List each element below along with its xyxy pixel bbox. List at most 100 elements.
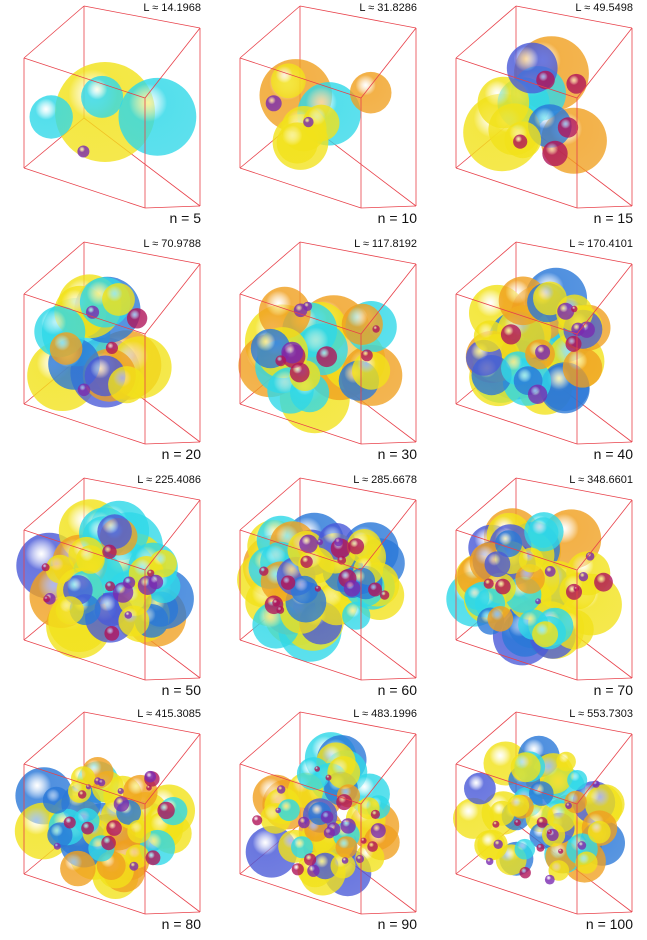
box-edge [360,263,417,335]
sphere [147,569,155,577]
box-edge [576,441,633,445]
sphere [148,574,164,590]
sphere [500,324,522,345]
box-edge [144,733,201,805]
sphere [510,752,541,783]
sphere [562,348,603,388]
sphere [146,785,152,791]
packing-panel: L ≈ 70.9788 n = 20 [0,236,215,470]
sphere [527,384,548,404]
sphere [544,566,556,577]
length-value: L ≈ 225.4086 [137,474,201,486]
box-edge [360,677,417,681]
sphere [585,552,595,561]
box-edge [576,733,633,805]
sphere [157,801,175,820]
sphere [314,585,321,592]
sphere [97,514,132,549]
sphere [484,551,511,578]
sphere [307,864,320,877]
packing-panel: L ≈ 285.6678 n = 60 [216,472,431,706]
length-value: L ≈ 553.7303 [569,708,633,720]
sphere [348,538,365,555]
sphere [323,827,335,839]
sphere [557,302,575,320]
sphere [258,286,311,339]
sphere [291,836,313,859]
sphere [360,837,367,844]
sphere-count-label: n = 30 [377,446,417,462]
sphere [77,145,90,158]
sphere [532,621,559,648]
sphere [565,335,582,352]
sphere-count-label: n = 50 [161,682,201,698]
box-edge [239,477,301,531]
box-edge [239,167,362,209]
length-value: L ≈ 285.6678 [353,474,417,486]
packing-panel: L ≈ 483.1996 n = 90 [216,706,431,940]
length-value: L ≈ 31.8286 [359,2,417,14]
box-edge [360,27,417,99]
box-edge [455,403,578,445]
sphere [361,349,373,362]
sphere [81,75,124,118]
sphere [370,809,380,819]
sphere-packing-diagram [455,5,633,209]
sphere [102,283,135,316]
sphere [105,581,116,592]
packing-panel: L ≈ 553.7303 n = 100 [432,706,647,940]
sphere [547,829,552,835]
sphere [495,530,523,558]
sphere [113,796,130,812]
sphere [571,305,578,313]
sphere [492,820,500,828]
packing-panel: L ≈ 415.3085 n = 80 [0,706,215,940]
packing-panel: L ≈ 348.6601 n = 70 [432,472,647,706]
box-edge [239,403,362,445]
box-edge [360,499,417,571]
box-edge [23,293,146,335]
box-edge [23,529,146,571]
sphere [527,517,559,548]
sphere [277,799,300,822]
sphere [577,841,587,850]
sphere [367,841,378,852]
box-edge [144,263,201,335]
box-edge [239,873,362,915]
sphere [252,815,263,826]
box-edge [299,241,417,265]
sphere [535,344,551,360]
sphere [464,584,490,610]
sphere-count-label: n = 5 [169,210,201,226]
sphere-count-label: n = 70 [593,682,633,698]
box-edge [144,911,201,915]
sphere [567,770,588,790]
sphere-packing-diagram [14,711,201,915]
box-edge [299,5,417,29]
box-edge [23,403,146,445]
box-edge [455,57,578,99]
sphere [514,838,536,860]
sphere [320,810,334,824]
length-value: L ≈ 70.9788 [143,238,201,250]
sphere [123,576,136,589]
sphere [63,816,76,829]
box-edge [239,5,301,59]
sphere-packing-diagram [446,477,633,681]
box-edge [455,873,578,915]
sphere [60,850,96,887]
sphere [106,820,122,836]
sphere [102,544,117,559]
sphere-packing-diagram [23,5,201,209]
box-edge [576,263,633,335]
box-edge [239,639,362,681]
sphere [302,104,340,142]
sphere-packing-diagram [238,241,417,445]
sphere [477,76,530,129]
packing-panel: L ≈ 117.8192 n = 30 [216,236,431,470]
sphere [536,843,545,852]
sphere [529,781,554,806]
box-edge [576,911,633,915]
sphere [379,590,390,600]
